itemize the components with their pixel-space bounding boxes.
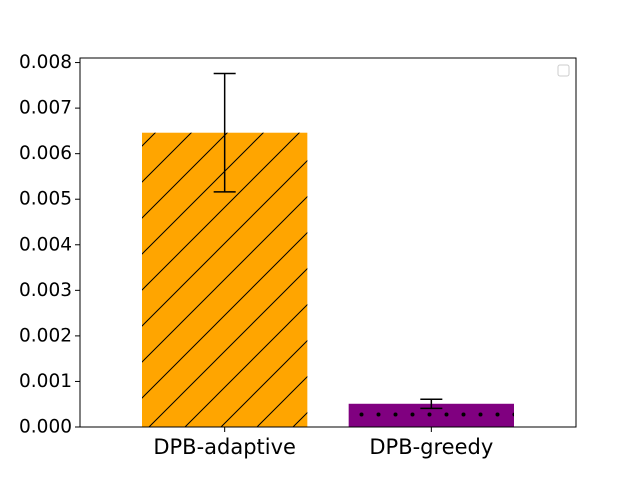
y-tick-label: 0.002 [19, 325, 72, 346]
y-tick-label: 0.006 [19, 143, 72, 164]
y-tick-label: 0.004 [19, 234, 72, 255]
legend-box [557, 64, 570, 77]
bar-hatch-DPB-greedy [348, 403, 514, 427]
y-tick-label: 0.003 [19, 280, 72, 301]
x-tick-label: DPB-adaptive [153, 435, 296, 459]
y-tick-label: 0.000 [19, 417, 72, 438]
y-tick-label: 0.005 [19, 189, 72, 210]
plot-area [142, 72, 514, 427]
axes-frame [79, 57, 577, 428]
x-tick-label: DPB-greedy [369, 435, 493, 459]
y-tick-label: 0.001 [19, 371, 72, 392]
y-tick-label: 0.008 [19, 52, 72, 73]
y-tick-label: 0.007 [19, 98, 72, 119]
